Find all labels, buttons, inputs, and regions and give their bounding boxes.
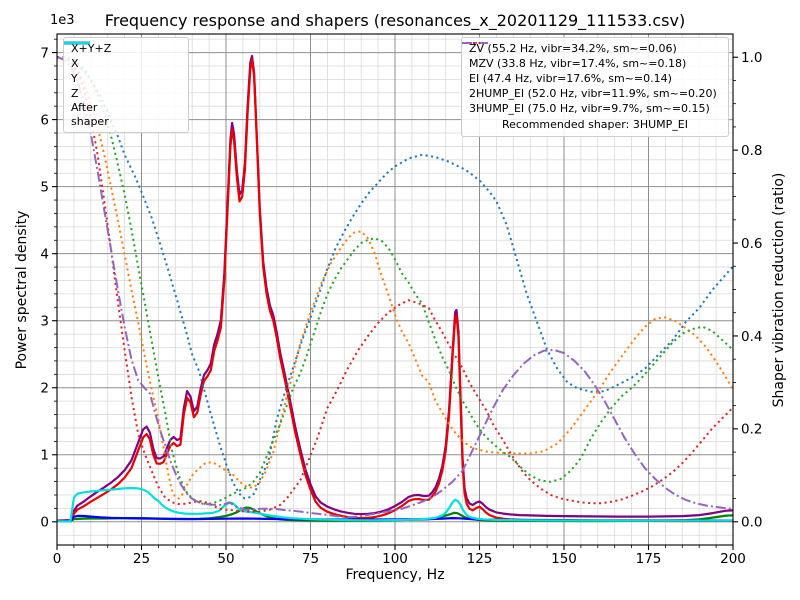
legend-label: EI (47.4 Hz, vibr=17.6%, sm~=0.14) bbox=[469, 71, 672, 85]
x-tick-label: 100 bbox=[382, 551, 408, 567]
series-3hump_ei bbox=[56, 56, 734, 519]
series-2hump_ei bbox=[57, 56, 734, 513]
legend-label: X+Y+Z bbox=[71, 41, 112, 55]
y-right-tick-label: 0.2 bbox=[741, 422, 762, 438]
series-x bbox=[56, 58, 733, 523]
y-right-tick-label: 0.6 bbox=[741, 236, 762, 252]
x-tick-label: 25 bbox=[133, 551, 150, 567]
y-left-tick-label: 1 bbox=[40, 448, 49, 464]
chart-title: Frequency response and shapers (resonanc… bbox=[104, 11, 686, 30]
legend-label: ZV (55.2 Hz, vibr=34.2%, sm~=0.06) bbox=[469, 41, 677, 55]
y-right-tick-label: 1.0 bbox=[741, 50, 762, 66]
series-mzv bbox=[57, 56, 734, 500]
ticks-and-labels: 0 25 50 75 100 125 150 175 200 0 1 2 3 4 5 6 7 0.0 0.2 0.4 0… bbox=[40, 38, 762, 567]
y-left-tick-label: 2 bbox=[40, 381, 49, 397]
x-tick-label: 175 bbox=[636, 551, 662, 567]
legend-line-swatch bbox=[462, 42, 488, 44]
y-left-tick-label: 0 bbox=[40, 515, 49, 531]
legend-label: Y bbox=[71, 71, 78, 85]
legend-item-mzv: MZV (33.8 Hz, vibr=17.4%, sm~=0.18) bbox=[462, 42, 721, 71]
y-left-tick-label: 6 bbox=[40, 112, 49, 128]
y-axis-offset-text: 1e3 bbox=[50, 13, 75, 28]
legend-item-zv: ZV (55.2 Hz, vibr=34.2%, sm~=0.06) bbox=[462, 41, 721, 56]
x-tick-label: 150 bbox=[551, 551, 577, 567]
y-left-tick-label: 4 bbox=[40, 246, 49, 262]
legend-item-ei: EI (47.4 Hz, vibr=17.6%, sm~=0.14) bbox=[462, 42, 721, 86]
psd-series bbox=[56, 54, 734, 523]
y-axis-right-label: Shaper vibration reduction (ratio) bbox=[771, 172, 787, 408]
legend-item-z: Z bbox=[64, 41, 181, 101]
legend-psd: X+Y+Z X Y Z After shaper bbox=[63, 37, 189, 133]
legend-label: X bbox=[71, 56, 79, 70]
legend-label: Z bbox=[71, 86, 79, 100]
x-tick-label: 50 bbox=[217, 551, 234, 567]
legend-item-y: Y bbox=[64, 41, 181, 86]
recommended-shaper-note: Recommended shaper: 3HUMP_EI bbox=[502, 118, 688, 131]
y-right-tick-label: 0.4 bbox=[741, 329, 762, 345]
legend-label: After shaper bbox=[71, 101, 109, 128]
y-right-tick-label: 0.0 bbox=[741, 515, 762, 531]
series-after_shaper bbox=[56, 486, 733, 523]
legend-item-x: X bbox=[64, 41, 181, 71]
legend-label: 3HUMP_EI (75.0 Hz, vibr=9.7%, sm~=0.15) bbox=[469, 101, 710, 115]
y-axis-left-label: Power spectral density bbox=[14, 210, 30, 370]
y-left-tick-label: 3 bbox=[40, 314, 49, 330]
legend-label: MZV (33.8 Hz, vibr=17.4%, sm~=0.18) bbox=[469, 56, 687, 70]
y-left-tick-label: 7 bbox=[40, 45, 49, 61]
legend-item-2hump_ei: 2HUMP_EI (52.0 Hz, vibr=11.9%, sm~=0.20) bbox=[462, 42, 721, 101]
legend-label: 2HUMP_EI (52.0 Hz, vibr=11.9%, sm~=0.20) bbox=[469, 86, 717, 100]
y-left-tick-label: 5 bbox=[40, 179, 49, 195]
y-right-tick-label: 0.8 bbox=[741, 143, 762, 159]
x-tick-label: 75 bbox=[302, 551, 319, 567]
x-tick-label: 125 bbox=[467, 551, 493, 567]
x-tick-label: 0 bbox=[53, 551, 62, 567]
x-axis-label: Frequency, Hz bbox=[345, 567, 445, 583]
x-tick-label: 200 bbox=[720, 551, 746, 567]
shaper-series bbox=[56, 56, 734, 519]
legend-line-swatch bbox=[64, 41, 90, 45]
legend-shapers: ZV (55.2 Hz, vibr=34.2%, sm~=0.06) MZV (3… bbox=[461, 37, 729, 137]
series-ei bbox=[57, 56, 734, 506]
legend-item-after_shaper: After shaper bbox=[64, 41, 181, 129]
legend-item-3hump_ei: 3HUMP_EI (75.0 Hz, vibr=9.7%, sm~=0.15) bbox=[462, 42, 721, 116]
